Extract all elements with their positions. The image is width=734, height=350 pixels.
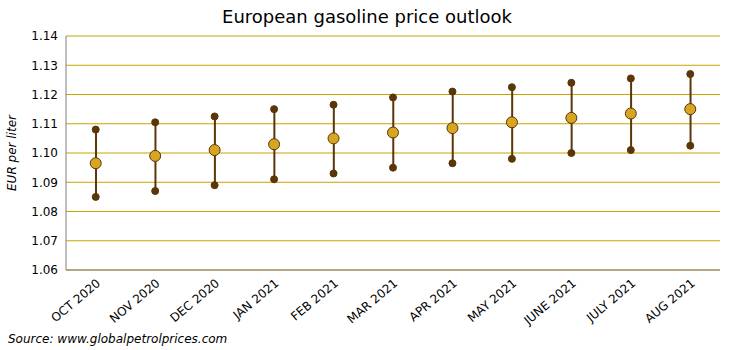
svg-text:MAY 2021: MAY 2021 [465, 276, 519, 325]
svg-text:AUG 2021: AUG 2021 [642, 276, 697, 326]
svg-text:1.06: 1.06 [31, 263, 58, 277]
svg-text:JAN 2021: JAN 2021 [230, 276, 282, 323]
svg-text:1.09: 1.09 [31, 176, 58, 190]
svg-text:1.11: 1.11 [31, 117, 58, 131]
svg-text:NOV 2020: NOV 2020 [107, 276, 163, 326]
svg-text:1.13: 1.13 [31, 59, 58, 73]
svg-text:APR 2021: APR 2021 [406, 276, 460, 324]
svg-text:JUNE 2021: JUNE 2021 [521, 276, 579, 328]
svg-text:DEC 2020: DEC 2020 [167, 276, 222, 325]
svg-text:1.08: 1.08 [31, 205, 58, 219]
html-text:Source: www.globalpetrolprices: Source: www.globalpetrolprices.com [8, 332, 228, 346]
svg-text:MAR 2021: MAR 2021 [344, 276, 400, 326]
svg-text:EUR per liter: EUR per liter [8, 114, 19, 191]
html-text:European gasoline price outloo: European gasoline price outlook [222, 6, 512, 27]
svg-text:1.14: 1.14 [31, 29, 58, 43]
svg-text:1.10: 1.10 [31, 146, 58, 160]
svg-text:JULY 2021: JULY 2021 [583, 276, 638, 325]
svg-text:FEB 2021: FEB 2021 [288, 276, 341, 323]
svg-text:1.07: 1.07 [31, 234, 58, 248]
svg-text:1.12: 1.12 [31, 88, 58, 102]
svg-text:OCT 2020: OCT 2020 [49, 276, 104, 325]
